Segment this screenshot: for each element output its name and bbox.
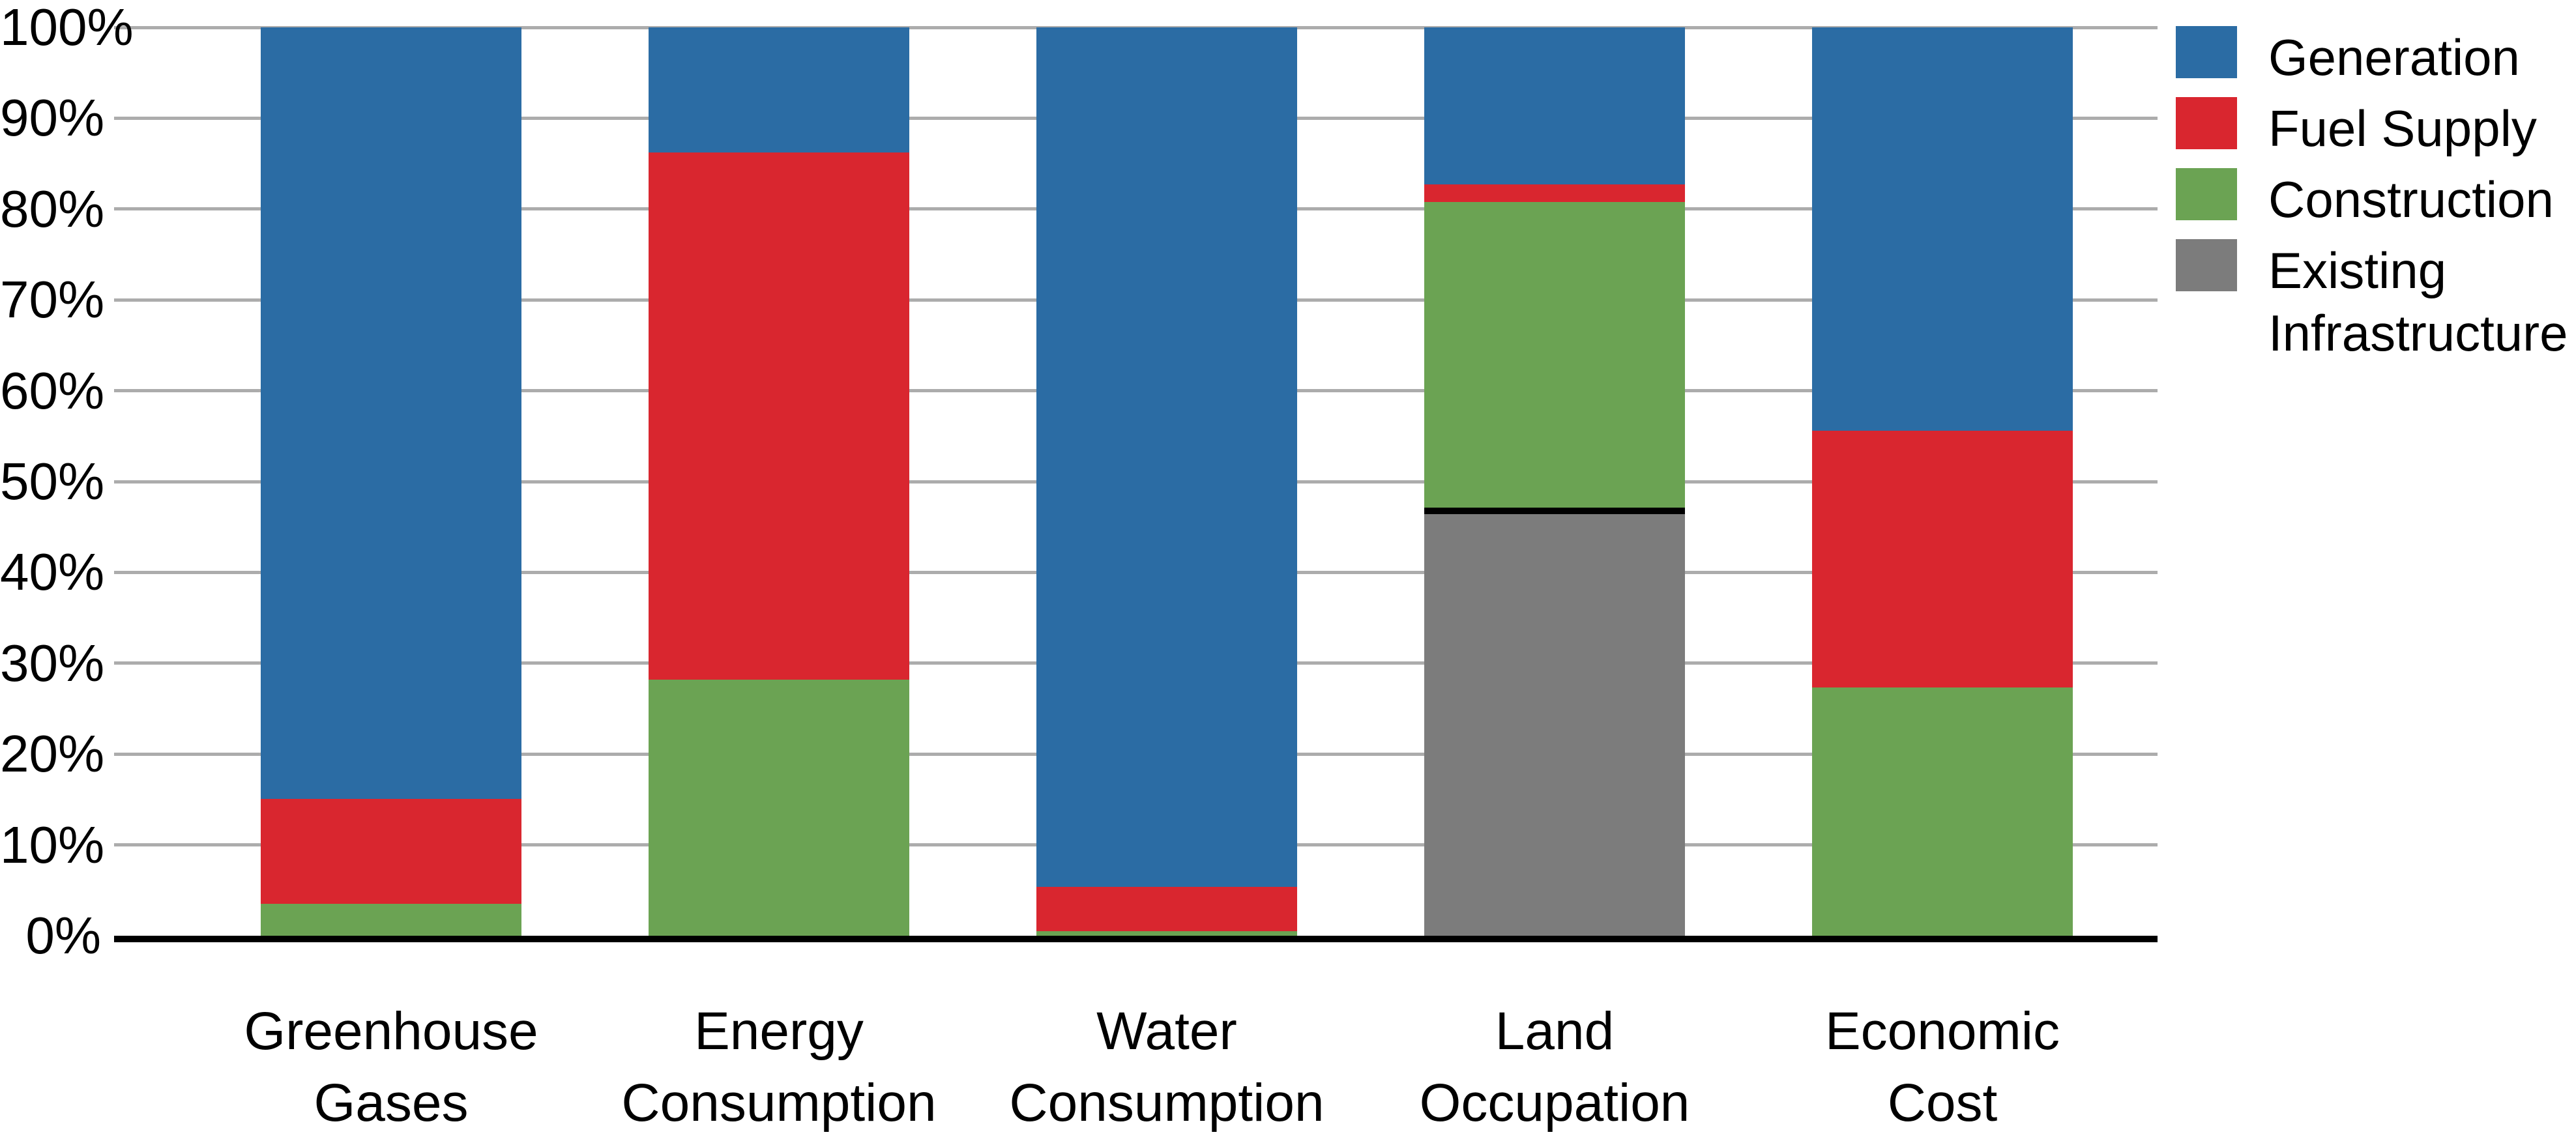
x-axis-label-line: Consumption [621,1073,937,1133]
y-axis-tick-label: 90% [0,89,105,147]
segment-construction [1036,931,1297,936]
x-axis-label-economic-cost: Economic Cost [1714,996,2171,1139]
y-axis-tick-label: 80% [0,179,105,238]
bar-greenhouse-gases [261,27,521,936]
x-axis-label-line: Energy [694,1002,864,1061]
x-axis-label-line: Occupation [1419,1073,1690,1133]
bar-energy-consumption [649,27,909,936]
segment-generation [1036,27,1297,887]
y-axis-tick-label: 100% [0,0,134,56]
legend-label: Fuel Supply [2268,100,2537,157]
segment-fuel-supply [261,798,521,904]
segment-existing-infrastructure [1424,508,1685,936]
x-axis-line [114,936,2158,942]
segment-generation [1424,27,1685,185]
y-axis-tick-label: 40% [0,543,105,601]
segment-construction [1424,201,1685,508]
x-axis-label-water-consumption: Water Consumption [939,996,1395,1139]
y-axis-tick-label: 0% [25,906,101,964]
legend-swatch-construction [2176,168,2237,220]
y-axis-tick-label: 50% [0,452,105,510]
legend-item-existing-infrastructure: Existing Infrastructure [2176,239,2573,364]
y-axis-tick-label: 70% [0,270,105,329]
x-axis-label-line: Gases [314,1073,469,1133]
x-axis-label-energy-consumption: Energy Consumption [551,996,1007,1139]
x-axis-label-line: Consumption [1009,1073,1325,1133]
x-axis-label-line: Economic [1824,1002,2060,1061]
y-axis-tick-label: 10% [0,815,105,874]
segment-construction [261,904,521,936]
bar-water-consumption [1036,27,1297,936]
bar-economic-cost [1812,27,2073,936]
x-axis-label-line: Land [1495,1002,1615,1061]
legend-item-construction: Construction [2176,168,2573,231]
legend-label: Construction [2268,171,2554,228]
bar-land-occupation [1424,27,1685,936]
segment-fuel-supply [1036,886,1297,932]
x-axis-label-line: Greenhouse [244,1002,538,1061]
x-axis-label-land-occupation: Land Occupation [1326,996,1783,1139]
legend-label: Existing Infrastructure [2268,242,2568,362]
legend-swatch-generation [2176,26,2237,78]
segment-fuel-supply [1424,184,1685,202]
legend-item-fuel-supply: Fuel Supply [2176,97,2573,160]
segment-generation [261,27,521,799]
segment-fuel-supply [649,152,909,680]
legend: Generation Fuel Supply Construction Existin… [2176,26,2573,373]
y-axis-tick-label: 60% [0,361,105,420]
y-axis-tick-label: 20% [0,725,105,783]
segment-generation [1812,27,2073,431]
segment-generation [649,27,909,153]
legend-item-generation: Generation [2176,26,2573,89]
x-axis-label-line: Cost [1887,1073,1998,1133]
x-axis-label-line: Water [1096,1002,1237,1061]
legend-label: Generation [2268,29,2520,86]
segment-fuel-supply [1812,430,2073,688]
legend-swatch-fuel-supply [2176,97,2237,149]
y-axis-tick-label: 30% [0,633,105,692]
legend-swatch-existing-infrastructure [2176,239,2237,291]
segment-construction [1812,687,2073,936]
segment-construction [649,679,909,936]
plot-area [114,25,2158,942]
x-axis-label-greenhouse-gases: Greenhouse Gases [163,996,619,1139]
